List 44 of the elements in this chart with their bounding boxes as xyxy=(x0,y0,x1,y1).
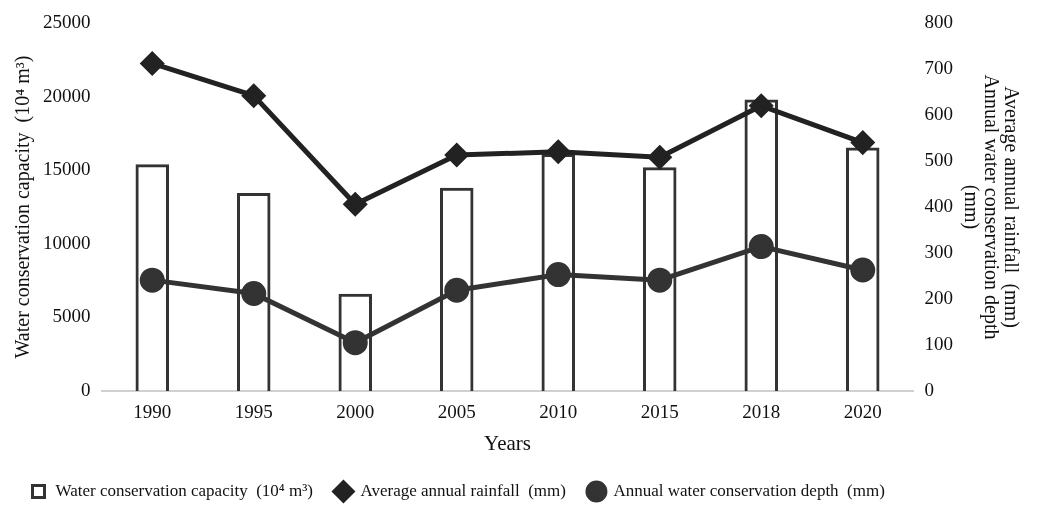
point xyxy=(140,51,164,75)
y-tick-label: 15000 xyxy=(43,158,91,180)
y2-tick-label: 400 xyxy=(924,194,953,216)
y-tick-label: 20000 xyxy=(43,84,91,106)
legend-label: Annual water conservation depth (mm) xyxy=(613,480,885,500)
x-tick-label: 1995 xyxy=(234,401,273,423)
point xyxy=(445,143,469,167)
x-tick-label: 2005 xyxy=(437,401,476,423)
point xyxy=(343,192,367,216)
point xyxy=(850,257,876,283)
y2-tick-label: 300 xyxy=(924,240,953,262)
y-tick-label: 25000 xyxy=(43,10,91,32)
point xyxy=(647,267,673,293)
point xyxy=(242,84,266,108)
point xyxy=(748,234,774,260)
point xyxy=(241,280,267,306)
y2-axis-title: Average annual rainfall (mm) Annual water conservation depth (mm) xyxy=(959,74,1023,340)
y2-tick-label: 100 xyxy=(924,332,953,354)
x-tick-label: 2020 xyxy=(843,401,882,423)
point xyxy=(851,131,875,155)
x-tick-label: 2018 xyxy=(742,401,781,423)
y2-tick-label: 700 xyxy=(924,56,953,78)
y2-tick-label: 500 xyxy=(924,148,953,170)
x-tick-label: 2010 xyxy=(539,401,578,423)
y2-tick-label: 0 xyxy=(924,378,934,400)
point xyxy=(139,267,165,293)
x-tick-label: 1990 xyxy=(133,401,172,423)
point xyxy=(648,145,672,169)
point xyxy=(545,262,571,288)
y-axis-title: Water conservation capacity (10⁴ m³) xyxy=(11,55,35,359)
x-tick-label: 2015 xyxy=(640,401,679,423)
y-tick-label: 5000 xyxy=(52,305,91,327)
y-tick-label: 10000 xyxy=(43,231,91,253)
y2-tick-label: 800 xyxy=(924,10,953,32)
y2-tick-label: 200 xyxy=(924,286,953,308)
legend-label: Average annual rainfall (mm) xyxy=(360,480,566,500)
point xyxy=(546,140,570,164)
x-tick-label: 2000 xyxy=(336,401,375,423)
point xyxy=(749,94,773,118)
y-tick-label: 0 xyxy=(81,378,91,400)
point xyxy=(444,277,470,303)
legend-label: Water conservation capacity (10⁴ m³) xyxy=(55,480,313,500)
y2-tick-label: 600 xyxy=(924,102,953,124)
x-axis-title: Years xyxy=(484,430,531,455)
